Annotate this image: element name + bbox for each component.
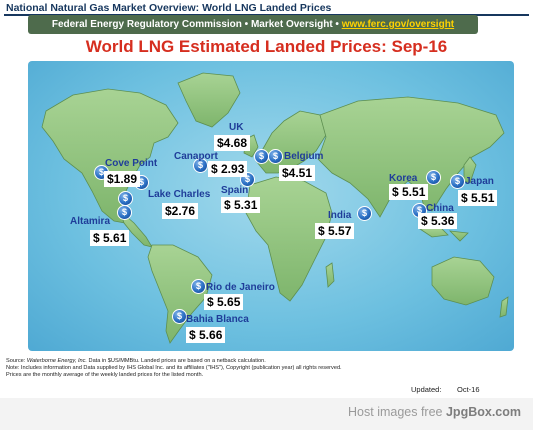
watermark-brand: JpgBox.com xyxy=(445,405,521,419)
updated-value: Oct-16 xyxy=(457,385,480,394)
north-america-shape xyxy=(41,88,179,224)
china-price: $ 5.36 xyxy=(418,213,458,229)
watermark-text: Host images free xyxy=(348,405,446,419)
rio-de-janeiro-label: Rio de Janeiro xyxy=(206,282,275,293)
uk-label: UK xyxy=(229,122,244,133)
india-label: India xyxy=(328,210,352,221)
korea-price: $ 5.51 xyxy=(389,184,429,200)
banner-text: Federal Energy Regulatory Commission • M… xyxy=(51,19,342,30)
africa-shape xyxy=(245,176,333,302)
bahia-blanca-pin-icon[interactable]: $ xyxy=(172,309,187,324)
uk-price: $4.68 xyxy=(214,135,251,151)
australia-shape xyxy=(431,256,495,306)
watermark: Host images free JpgBox.com xyxy=(348,405,521,419)
footnote-source-label: Source: xyxy=(6,358,27,364)
spain-label: Spain xyxy=(221,185,249,196)
japan-price: $ 5.51 xyxy=(458,190,498,206)
footnote-source: Source: Waterborne Energy, Inc. Data in … xyxy=(6,358,386,365)
footnote-prices: Prices are the monthly average of the we… xyxy=(6,372,204,378)
ferc-banner: Federal Energy Regulatory Commission • M… xyxy=(28,15,478,34)
cove-point-price: $1.89 xyxy=(104,171,141,187)
lake-charles-label: Lake Charles xyxy=(148,189,211,200)
page-header-title: National Natural Gas Market Overview: Wo… xyxy=(6,2,332,14)
belgium-price: $4.51 xyxy=(279,165,316,181)
central-america-shape xyxy=(119,209,153,248)
map-title: World LNG Estimated Landed Prices: Sep-1… xyxy=(85,37,448,56)
asia-shape xyxy=(317,96,505,218)
lake-charles-second-pin-icon[interactable]: $ xyxy=(118,191,133,206)
spain-price: $ 5.31 xyxy=(221,197,261,213)
uk-pin-icon[interactable]: $ xyxy=(254,149,269,164)
lake-charles-price: $2.76 xyxy=(162,203,199,219)
new-zealand-shape xyxy=(499,296,509,318)
altamira-price: $ 5.61 xyxy=(90,230,130,246)
canaport-price: $ 2.93 xyxy=(208,161,248,177)
canaport-label: Canaport xyxy=(174,151,218,162)
bahia-blanca-label: Bahia Blanca xyxy=(186,314,249,325)
updated-label: Updated: xyxy=(411,385,442,394)
ferc-oversight-link[interactable]: www.ferc.gov/oversight xyxy=(341,19,455,30)
bahia-blanca-price: $ 5.66 xyxy=(186,327,226,343)
spain-pin-icon[interactable]: $ xyxy=(240,172,255,187)
china-label: China xyxy=(426,203,454,214)
footnotes: Source: Waterborne Energy, Inc. Data in … xyxy=(6,358,386,379)
altamira-label: Altamira xyxy=(70,216,111,227)
india-pin-icon[interactable]: $ xyxy=(357,206,372,221)
madagascar-shape xyxy=(325,262,335,288)
japan-pin-icon[interactable]: $ xyxy=(450,174,465,189)
rio-de-janeiro-price: $ 5.65 xyxy=(204,294,244,310)
watermark-bar xyxy=(0,398,533,430)
world-map: $ $ $ $ $ $ $ $ $ $ $ $ $ $ UK $4.68 Bel… xyxy=(28,61,514,351)
south-america-shape xyxy=(147,244,213,344)
belgium-pin-icon[interactable]: $ xyxy=(268,149,283,164)
indonesia-shape xyxy=(418,226,469,242)
japan-label: Japan xyxy=(465,176,494,187)
canaport-pin-icon[interactable]: $ xyxy=(193,158,208,173)
footnote-note: Note: Includes information and Data supp… xyxy=(6,365,342,371)
korea-pin-icon[interactable]: $ xyxy=(426,170,441,185)
cove-point-label: Cove Point xyxy=(105,158,158,169)
greenland-shape xyxy=(177,72,241,128)
india-price: $ 5.57 xyxy=(315,223,355,239)
altamira-pin-icon[interactable]: $ xyxy=(117,205,132,220)
europe-shape xyxy=(255,110,327,174)
korea-label: Korea xyxy=(389,173,418,184)
footnote-source-rest: Data in $US/MMBtu. Landed prices are bas… xyxy=(86,358,266,364)
belgium-label: Belgium xyxy=(284,151,324,162)
rio-de-janeiro-pin-icon[interactable]: $ xyxy=(191,279,206,294)
footnote-source-name: Waterborne Energy, Inc. xyxy=(26,358,87,364)
